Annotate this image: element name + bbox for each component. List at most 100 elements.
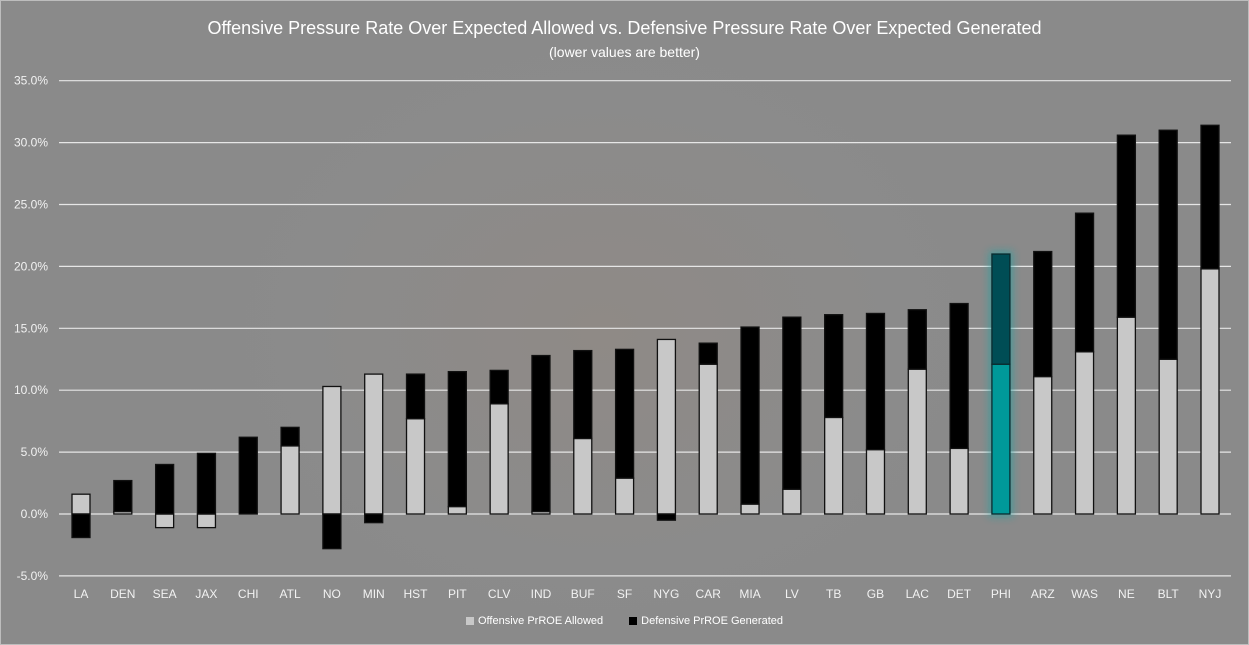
bar-offense-GB	[865, 448, 886, 515]
x-tick-label: HST	[404, 587, 429, 601]
y-tick-label: 30.0%	[14, 136, 48, 150]
bar-offense-MIA	[740, 503, 760, 515]
bar-offense-SEA	[154, 513, 175, 529]
chart-subtitle: (lower values are better)	[549, 44, 700, 60]
bar-defense-NO	[322, 513, 342, 550]
x-tick-label: BLT	[1158, 587, 1180, 601]
bar-defense-MIN	[364, 513, 384, 524]
bar-defense-GB	[865, 312, 886, 451]
y-tick-label: -5.0%	[17, 569, 49, 583]
x-tick-label: CAR	[696, 587, 722, 601]
bar-defense-PHI	[991, 253, 1011, 365]
x-tick-label: MIN	[363, 587, 385, 601]
bar-defense-WAS	[1074, 212, 1095, 353]
bar-offense-HST	[405, 418, 426, 515]
bar-defense-HST	[405, 373, 426, 420]
bar-offense-ARZ	[1033, 375, 1053, 515]
bar-defense-BUF	[573, 349, 593, 440]
bar-offense-JAX	[196, 513, 217, 529]
bar-defense-CAR	[698, 342, 718, 365]
bar-offense-SF	[614, 477, 635, 515]
x-tick-label: NYJ	[1199, 587, 1222, 601]
x-tick-label: NO	[323, 587, 341, 601]
bar-offense-NYG	[656, 338, 677, 515]
x-tick-label: LV	[785, 587, 799, 601]
x-tick-label: ATL	[280, 587, 301, 601]
bar-defense-PIT	[447, 370, 467, 508]
bar-defense-ARZ	[1033, 250, 1053, 378]
x-tick-label: IND	[531, 587, 552, 601]
bar-offense-WAS	[1074, 351, 1095, 515]
legend-swatch-offense	[466, 617, 474, 625]
bar-defense-LAC	[907, 309, 927, 370]
x-tick-label: GB	[867, 587, 884, 601]
bar-defense-BLT	[1158, 129, 1178, 360]
bar-defense-MIA	[740, 326, 760, 505]
bar-offense-PHI	[991, 363, 1011, 515]
y-tick-label: 20.0%	[14, 259, 48, 273]
y-tick-label: 15.0%	[14, 321, 48, 335]
bar-offense-TB	[824, 416, 844, 515]
bar-offense-PIT	[447, 505, 467, 515]
x-tick-label: NE	[1118, 587, 1135, 601]
x-tick-label: CLV	[488, 587, 510, 601]
chart-title: Offensive Pressure Rate Over Expected Al…	[207, 18, 1042, 38]
bar-defense-NYG	[656, 513, 677, 521]
x-tick-label: MIA	[739, 587, 760, 601]
x-tick-label: SEA	[153, 587, 177, 601]
x-tick-label: NYG	[653, 587, 679, 601]
legend-item-defense: Defensive PrROE Generated	[629, 615, 783, 627]
bar-defense-IND	[531, 354, 551, 513]
x-tick-label: CHI	[238, 587, 259, 601]
bar-defense-DET	[949, 302, 969, 450]
legend-swatch-defense	[629, 617, 638, 625]
x-tick-label: JAX	[195, 587, 217, 601]
bar-offense-NO	[322, 385, 342, 515]
bar-offense-CAR	[698, 363, 718, 515]
bar-defense-CLV	[489, 369, 509, 405]
bar-defense-SEA	[154, 463, 175, 515]
bar-defense-TB	[824, 314, 844, 419]
bar-offense-BLT	[1158, 358, 1178, 515]
x-tick-label: ARZ	[1031, 587, 1055, 601]
x-tick-label: DEN	[110, 587, 135, 601]
y-tick-label: 10.0%	[14, 383, 48, 397]
bar-defense-DEN	[113, 479, 133, 513]
x-tick-label: BUF	[571, 587, 595, 601]
bar-defense-LA	[71, 513, 91, 539]
y-tick-label: 0.0%	[21, 507, 49, 521]
legend-label-defense: Defensive PrROE Generated	[641, 615, 783, 627]
legend: Offensive PrROE Allowed Defensive PrROE …	[1, 615, 1248, 627]
y-tick-label: 25.0%	[14, 198, 48, 212]
legend-label-offense: Offensive PrROE Allowed	[478, 615, 604, 627]
bar-offense-BUF	[573, 437, 593, 515]
bar-offense-LAC	[907, 368, 927, 515]
legend-item-offense: Offensive PrROE Allowed	[466, 615, 603, 627]
bar-offense-MIN	[364, 373, 384, 515]
y-tick-label: 35.0%	[14, 74, 48, 88]
x-tick-label: LAC	[906, 587, 930, 601]
bar-defense-NE	[1116, 134, 1137, 318]
bar-offense-DET	[949, 447, 969, 515]
x-tick-label: DET	[947, 587, 972, 601]
x-tick-label: PIT	[448, 587, 467, 601]
bar-offense-CLV	[489, 403, 509, 515]
x-tick-label: WAS	[1071, 587, 1098, 601]
bar-offense-NYJ	[1200, 268, 1220, 515]
bar-defense-NYJ	[1200, 124, 1220, 270]
x-tick-label: PHI	[991, 587, 1011, 601]
bar-defense-CHI	[238, 436, 258, 515]
x-tick-label: SF	[617, 587, 632, 601]
x-tick-label: LA	[74, 587, 89, 601]
bar-offense-ATL	[280, 445, 300, 515]
bar-defense-ATL	[280, 426, 300, 447]
x-tick-label: TB	[826, 587, 841, 601]
bar-defense-JAX	[196, 452, 217, 515]
y-tick-label: 5.0%	[21, 445, 49, 459]
bar-defense-SF	[614, 348, 635, 479]
bar-defense-LV	[782, 316, 802, 490]
bar-offense-LA	[71, 493, 91, 515]
bar-offense-NE	[1116, 316, 1137, 515]
